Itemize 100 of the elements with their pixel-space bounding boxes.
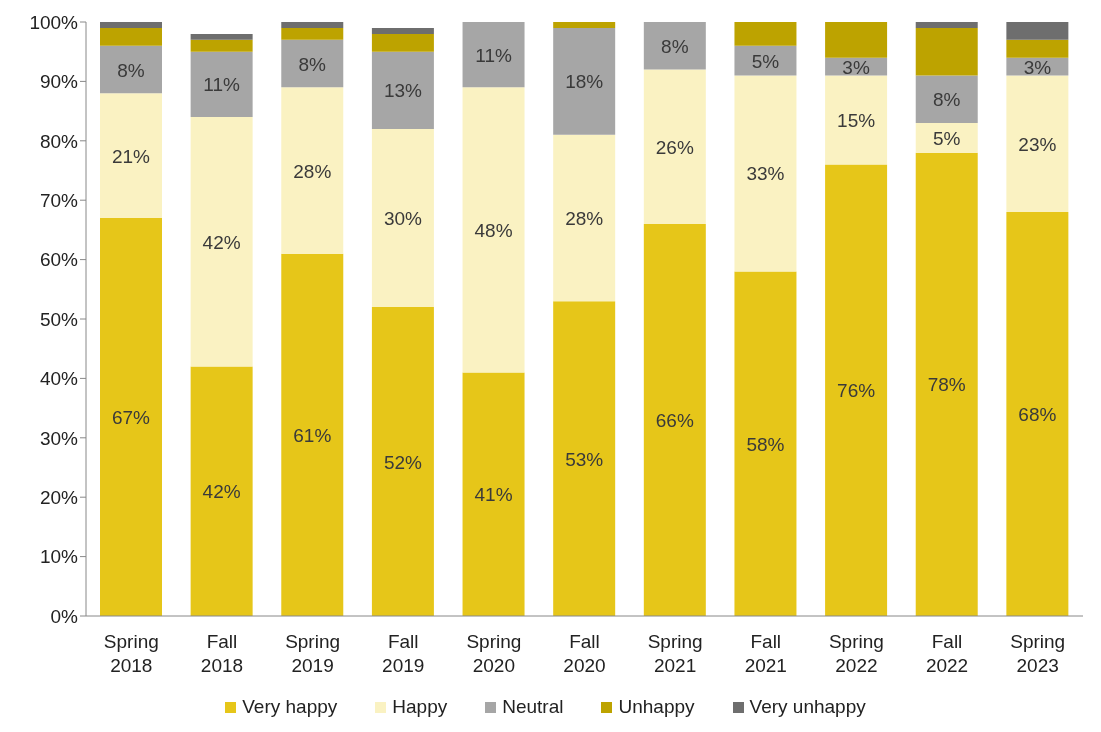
bar xyxy=(462,87,525,373)
bar xyxy=(100,218,162,616)
data-label: 28% xyxy=(293,160,332,182)
bar xyxy=(734,271,797,616)
bar xyxy=(190,117,253,367)
bar xyxy=(371,33,434,52)
bar xyxy=(825,164,888,616)
bar xyxy=(100,22,162,28)
x-tick-label: Fall 2018 xyxy=(200,631,244,676)
y-tick-label: 70% xyxy=(39,189,79,211)
bar xyxy=(915,75,978,123)
data-label: 8% xyxy=(661,35,689,57)
y-tick-label: 40% xyxy=(39,368,79,390)
y-tick-label: 100% xyxy=(29,11,79,33)
x-tick-label: Spring 2019 xyxy=(285,631,341,676)
bar xyxy=(371,128,434,308)
bar xyxy=(915,27,978,76)
bar xyxy=(281,22,344,28)
y-tick-label: 80% xyxy=(39,130,79,152)
data-label: 76% xyxy=(837,380,876,402)
data-label: 67% xyxy=(111,407,151,429)
data-label: 18% xyxy=(565,71,604,93)
bar xyxy=(281,87,344,254)
data-label: 21% xyxy=(111,145,151,167)
data-label: 41% xyxy=(474,484,513,506)
bar xyxy=(1006,212,1069,616)
legend-label: Unhappy xyxy=(618,696,695,718)
bar xyxy=(462,22,525,88)
bar xyxy=(281,39,344,88)
y-tick-label: 90% xyxy=(39,71,79,93)
bar xyxy=(553,301,616,616)
data-label: 33% xyxy=(746,163,785,185)
bar xyxy=(643,223,706,616)
bar xyxy=(915,22,978,28)
x-tick-label: Spring 2023 xyxy=(1010,631,1066,676)
data-label: 28% xyxy=(565,208,604,230)
bar xyxy=(371,27,434,34)
y-tick-label: 50% xyxy=(39,308,79,330)
data-label: 23% xyxy=(1018,133,1057,155)
bar xyxy=(281,253,344,616)
x-tick-label: Fall 2019 xyxy=(382,631,425,676)
data-label: 13% xyxy=(383,80,423,102)
data-label: 5% xyxy=(932,127,961,149)
data-label: 48% xyxy=(474,219,513,241)
bar xyxy=(553,27,616,135)
x-tick-label: Spring 2022 xyxy=(828,631,884,676)
bar xyxy=(553,134,616,302)
data-label: 42% xyxy=(202,231,241,253)
bar xyxy=(100,27,162,46)
data-label: 26% xyxy=(655,136,694,158)
data-label: 3% xyxy=(1023,56,1052,78)
data-label: 3% xyxy=(842,56,870,78)
bar xyxy=(825,75,888,165)
legend-label: Very happy xyxy=(242,696,338,718)
y-tick-label: 20% xyxy=(39,486,79,508)
data-label: 8% xyxy=(117,59,145,81)
bar xyxy=(734,22,797,46)
data-label: 68% xyxy=(1018,404,1057,426)
x-tick-label: Spring 2020 xyxy=(466,631,522,676)
data-label: 78% xyxy=(927,374,966,396)
legend-label: Very unhappy xyxy=(749,696,866,718)
bar xyxy=(100,93,162,219)
bar xyxy=(825,22,888,58)
bar xyxy=(281,27,344,40)
bar xyxy=(190,39,253,52)
y-tick-label: 0% xyxy=(50,605,79,627)
data-label: 30% xyxy=(383,208,423,230)
data-label: 5% xyxy=(751,50,780,72)
data-label: 8% xyxy=(298,53,327,75)
bar xyxy=(643,22,706,70)
legend-label: Neutral xyxy=(502,696,564,718)
data-label: 61% xyxy=(293,424,332,446)
bar xyxy=(371,307,434,616)
bar xyxy=(915,152,978,616)
legend-label: Happy xyxy=(392,696,448,718)
data-label: 11% xyxy=(203,74,241,96)
bar xyxy=(1006,75,1069,213)
data-label: 58% xyxy=(746,433,785,455)
x-tick-label: Fall 2021 xyxy=(744,631,787,676)
y-tick-label: 30% xyxy=(39,427,79,449)
bar xyxy=(100,45,162,94)
data-label: 53% xyxy=(565,448,604,470)
bar xyxy=(190,366,253,616)
data-label: 52% xyxy=(383,451,423,473)
bar xyxy=(190,33,253,40)
data-label: 66% xyxy=(655,409,694,431)
y-tick-label: 10% xyxy=(39,546,79,568)
data-label: 8% xyxy=(932,89,961,111)
data-label: 15% xyxy=(837,110,876,132)
bar xyxy=(1006,39,1069,58)
x-tick-label: Fall 2022 xyxy=(925,631,969,676)
bar xyxy=(462,372,525,616)
x-tick-label: Spring 2018 xyxy=(103,631,159,676)
data-label: 42% xyxy=(202,481,241,503)
bar xyxy=(734,75,797,272)
bar xyxy=(915,122,978,153)
data-label: 11% xyxy=(475,44,512,66)
bar xyxy=(643,69,706,224)
bar xyxy=(371,51,434,129)
x-tick-label: Fall 2020 xyxy=(563,631,606,676)
